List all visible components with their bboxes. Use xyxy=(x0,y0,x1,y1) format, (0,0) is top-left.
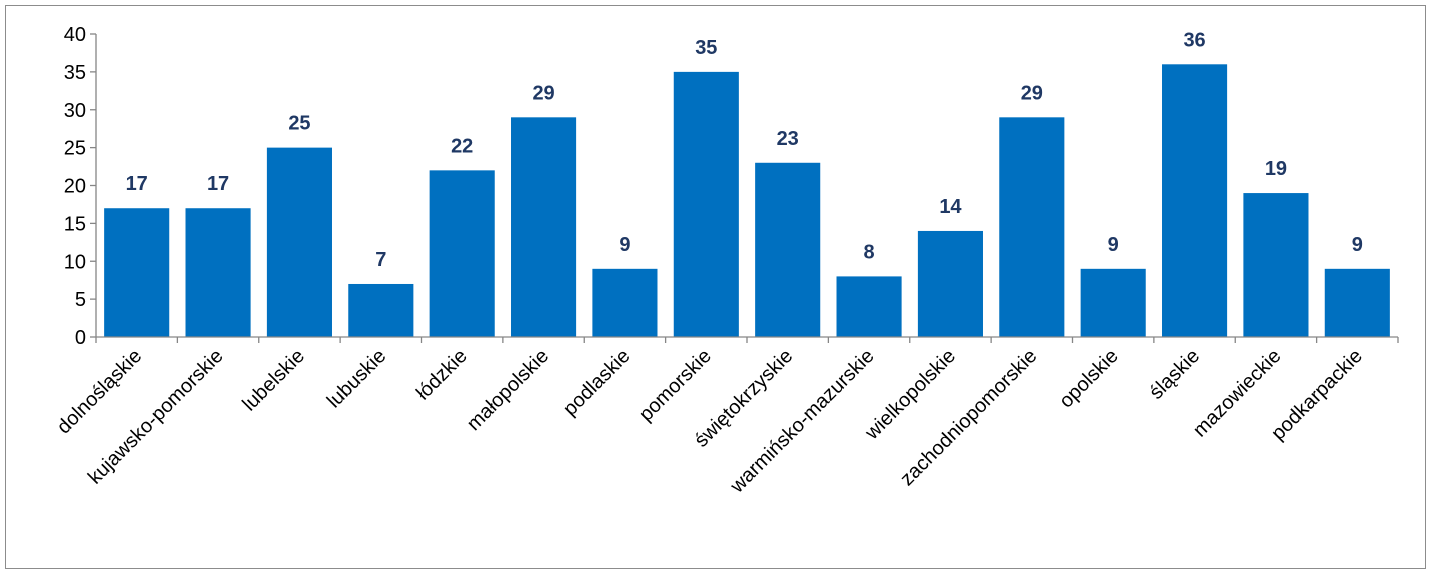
category-label: łódzkie xyxy=(412,345,472,405)
bars: 17 17 25 7 22 29 9 35 23 8 14 29 9 36 19 9 xyxy=(104,29,1390,338)
category-label: opolskie xyxy=(1055,345,1122,412)
data-label: 9 xyxy=(1108,234,1119,256)
data-label: 17 xyxy=(126,173,148,195)
category-label: pomorskie xyxy=(635,345,716,426)
category-label: śląskie xyxy=(1145,345,1204,404)
bar xyxy=(348,283,414,337)
category-label: warmińsko-mazurskie xyxy=(726,345,879,498)
data-label: 22 xyxy=(451,135,473,157)
category-label: małopolskie xyxy=(463,345,553,435)
data-label: 7 xyxy=(375,249,386,271)
data-label: 9 xyxy=(619,234,630,256)
data-label: 8 xyxy=(864,241,875,263)
bar xyxy=(755,162,821,337)
category-label: podlaskie xyxy=(559,345,634,420)
y-tick-label: 30 xyxy=(64,100,86,122)
bar xyxy=(1080,268,1146,337)
bar xyxy=(185,208,251,337)
bar xyxy=(1243,193,1309,337)
category-label: lubelskie xyxy=(238,345,309,416)
bar xyxy=(836,276,902,337)
category-label: lubuskie xyxy=(323,345,390,412)
data-label: 23 xyxy=(777,128,799,150)
y-tick-label: 40 xyxy=(64,24,86,46)
y-tick-label: 10 xyxy=(64,251,86,273)
data-label: 14 xyxy=(939,196,962,218)
category-label: zachodniopomorskie xyxy=(896,345,1041,490)
y-tick-label: 15 xyxy=(64,213,86,235)
bar xyxy=(511,117,577,337)
bar xyxy=(917,230,983,337)
y-axis: 0 5 10 15 20 25 30 35 40 xyxy=(64,24,97,349)
y-tick-label: 0 xyxy=(75,327,86,349)
bar xyxy=(999,117,1065,337)
bar xyxy=(1162,64,1228,338)
y-tick-label: 35 xyxy=(64,62,86,84)
bar xyxy=(104,208,170,337)
data-label: 25 xyxy=(288,113,310,135)
data-label: 35 xyxy=(695,37,717,59)
data-label: 29 xyxy=(532,82,554,104)
data-label: 17 xyxy=(207,173,229,195)
y-tick-label: 25 xyxy=(64,138,86,160)
bar xyxy=(429,170,495,337)
y-tick-label: 20 xyxy=(64,176,86,198)
bar xyxy=(1324,268,1390,337)
data-label: 19 xyxy=(1265,158,1287,180)
data-label: 36 xyxy=(1183,29,1205,51)
bar xyxy=(266,147,332,337)
bar xyxy=(673,71,739,337)
bar xyxy=(592,268,658,337)
y-tick-label: 5 xyxy=(75,289,86,311)
data-label: 29 xyxy=(1021,82,1043,104)
data-label: 9 xyxy=(1352,234,1363,256)
category-label: kujawsko-pomorskie xyxy=(84,345,228,489)
